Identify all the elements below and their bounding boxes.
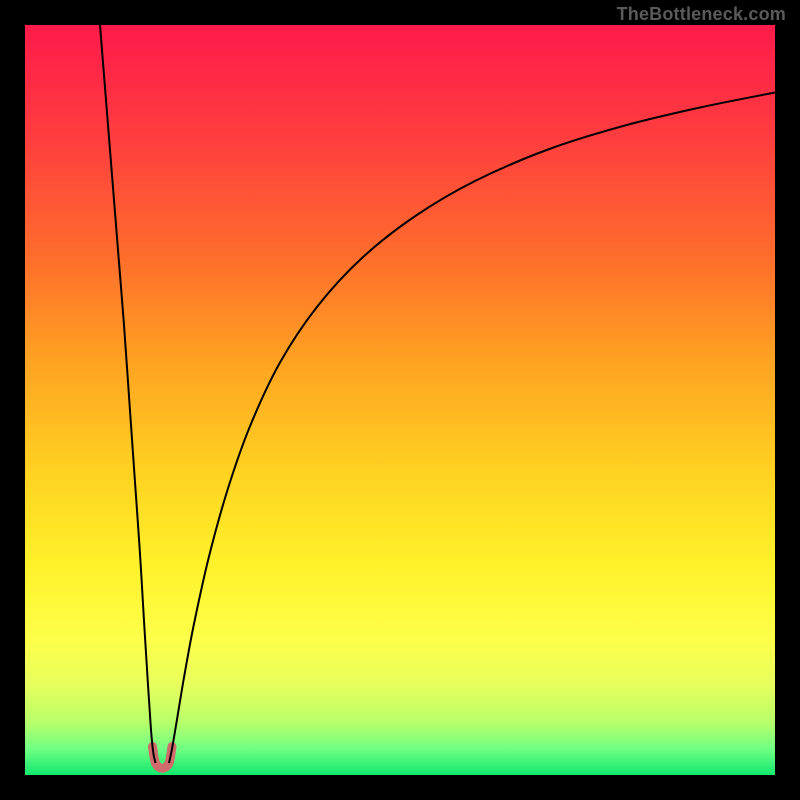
chart-outer-frame: TheBottleneck.com xyxy=(0,0,800,800)
plot-background xyxy=(25,25,775,775)
watermark-text: TheBottleneck.com xyxy=(617,4,786,25)
bottleneck-curve-plot xyxy=(25,25,775,775)
